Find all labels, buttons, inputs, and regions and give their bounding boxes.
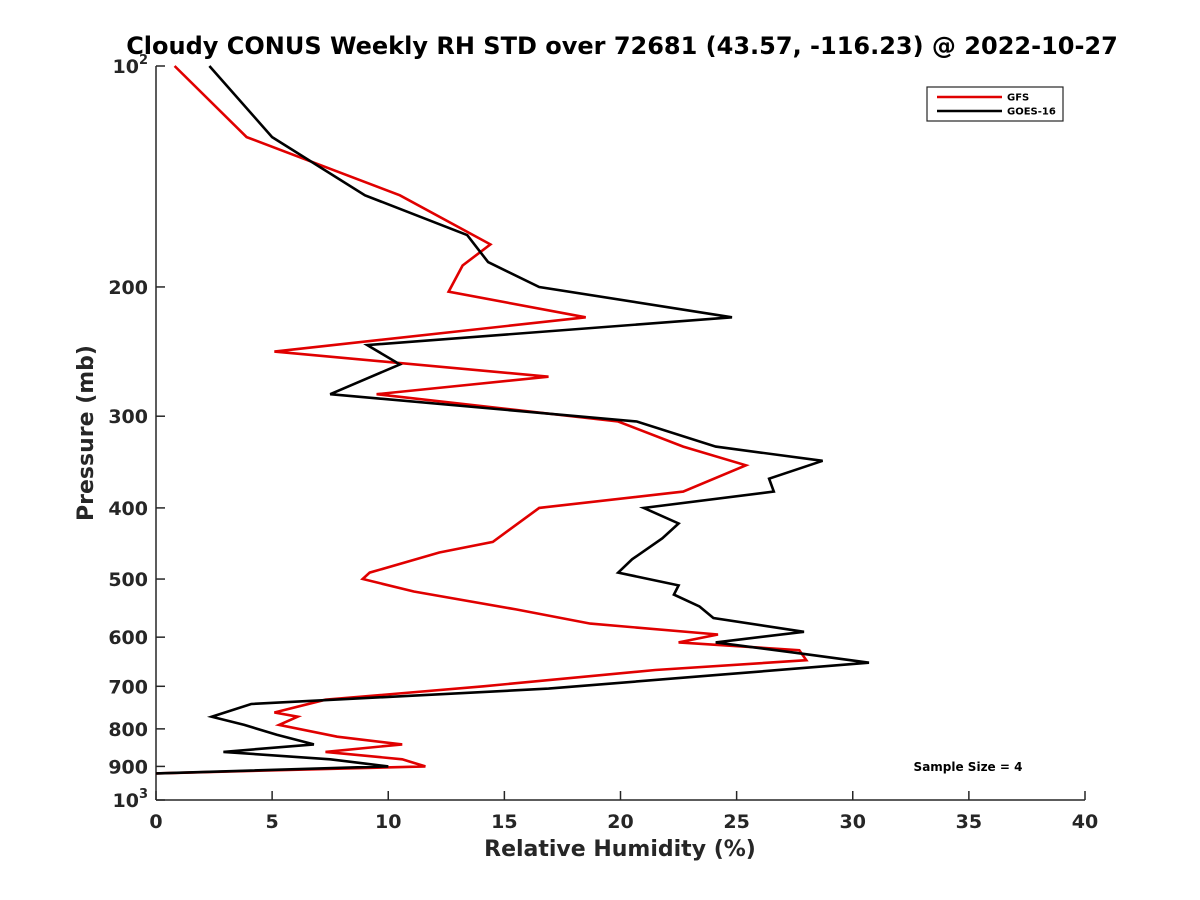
x-tick-label: 35 <box>956 811 982 833</box>
y-tick-label-text: 10 <box>113 56 139 78</box>
y-tick-label: 300 <box>108 406 148 428</box>
y-tick-label: 400 <box>108 498 148 520</box>
y-tick-label: 600 <box>108 627 148 649</box>
x-tick-label: 15 <box>491 811 517 833</box>
y-tick-label: 200 <box>108 277 148 299</box>
y-tick-label-exponent: 2 <box>139 53 148 68</box>
y-tick-label: 900 <box>108 756 148 778</box>
x-tick-label: 20 <box>607 811 633 833</box>
y-tick-label-text: 400 <box>108 498 148 520</box>
y-tick-label-text: 900 <box>108 756 148 778</box>
legend-box <box>926 86 1064 122</box>
x-axis-label: Relative Humidity (%) <box>484 837 756 862</box>
legend-label: GOES-16 <box>1007 107 1056 118</box>
y-tick-label: 700 <box>108 676 148 698</box>
y-tick-label-exponent: 3 <box>139 787 148 802</box>
axes <box>155 66 1085 801</box>
x-tick-label: 10 <box>375 811 401 833</box>
series-line-goes-16 <box>155 65 870 775</box>
legend: GFS GOES-16 <box>926 86 1064 122</box>
y-tick-label-text: 300 <box>108 406 148 428</box>
y-tick-label: 102 <box>113 53 149 78</box>
sample-size-annotation: Sample Size = 4 <box>914 760 1023 774</box>
series-layer <box>155 65 870 775</box>
series-line-gfs <box>155 65 809 775</box>
y-tick-label-text: 800 <box>108 719 148 741</box>
x-tick-label: 0 <box>149 811 162 833</box>
y-tick-label-text: 200 <box>108 277 148 299</box>
y-tick-label: 500 <box>108 569 148 591</box>
x-tick-label: 40 <box>1072 811 1098 833</box>
y-tick-label: 103 <box>113 787 149 812</box>
y-tick-label-text: 700 <box>108 676 148 698</box>
chart-title: Cloudy CONUS Weekly RH STD over 72681 (4… <box>126 32 1118 60</box>
y-axis-label: Pressure (mb) <box>74 345 99 521</box>
x-tick-label: 30 <box>840 811 866 833</box>
x-tick-label: 25 <box>723 811 749 833</box>
y-tick-label-text: 600 <box>108 627 148 649</box>
y-tick-label: 800 <box>108 719 148 741</box>
x-tick-label: 5 <box>266 811 279 833</box>
x-axis-ticks: 0 5 10 15 20 25 30 35 40 <box>149 791 1098 833</box>
y-tick-label-text: 500 <box>108 569 148 591</box>
legend-label: GFS <box>1007 93 1029 104</box>
y-tick-label-text: 10 <box>113 790 139 812</box>
